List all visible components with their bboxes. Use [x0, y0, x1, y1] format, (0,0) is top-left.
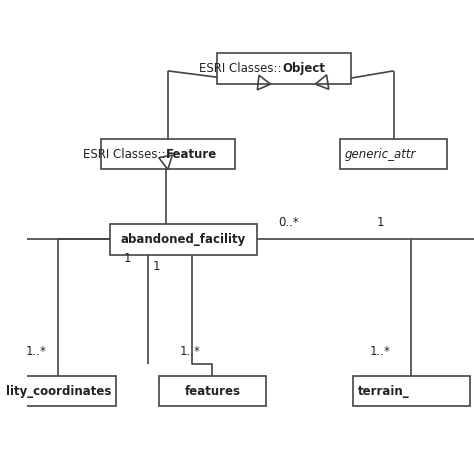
Text: terrain_: terrain_ — [358, 384, 410, 398]
Text: abandoned_facility: abandoned_facility — [121, 233, 246, 246]
Text: 1..*: 1..* — [180, 346, 201, 358]
Text: Feature: Feature — [166, 147, 217, 161]
Text: 1: 1 — [376, 216, 384, 229]
FancyBboxPatch shape — [101, 138, 235, 170]
Text: Object: Object — [282, 62, 325, 75]
Text: ESRI Classes::: ESRI Classes:: — [83, 147, 165, 161]
Text: lity_coordinates: lity_coordinates — [6, 384, 111, 398]
Text: 1: 1 — [153, 260, 160, 273]
Text: 1..*: 1..* — [370, 346, 391, 358]
FancyBboxPatch shape — [159, 375, 266, 407]
FancyBboxPatch shape — [340, 138, 447, 170]
FancyBboxPatch shape — [109, 224, 257, 255]
Text: ESRI Classes::: ESRI Classes:: — [199, 62, 282, 75]
Text: features: features — [184, 384, 240, 398]
Text: 0..*: 0..* — [278, 216, 299, 229]
Text: 1: 1 — [124, 252, 131, 265]
Text: 1..*: 1..* — [26, 346, 46, 358]
FancyBboxPatch shape — [353, 375, 470, 407]
FancyBboxPatch shape — [0, 375, 117, 407]
FancyBboxPatch shape — [217, 54, 351, 84]
Text: generic_attr: generic_attr — [345, 147, 416, 161]
